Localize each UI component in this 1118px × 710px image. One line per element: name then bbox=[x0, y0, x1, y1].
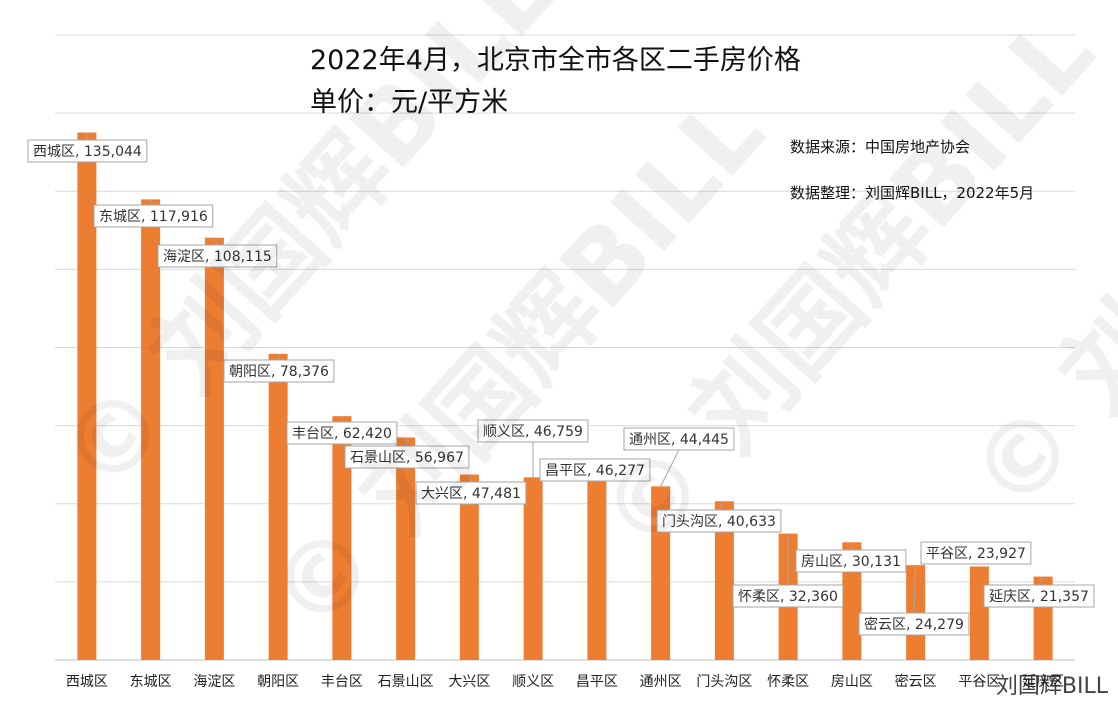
data-label: 东城区, 117,916 bbox=[99, 209, 208, 225]
data-label-box bbox=[286, 421, 398, 445]
data-label: 房山区, 30,131 bbox=[801, 554, 901, 570]
x-tick-label: 密云区 bbox=[895, 673, 937, 690]
data-label: 昌平区, 46,277 bbox=[545, 463, 645, 479]
x-tick-label: 海淀区 bbox=[193, 674, 235, 690]
data-label-box bbox=[732, 584, 844, 608]
data-label: 大兴区, 47,481 bbox=[421, 486, 521, 502]
bar bbox=[969, 566, 989, 660]
data-label: 顺义区, 46,759 bbox=[483, 424, 583, 440]
data-label-box bbox=[477, 419, 589, 443]
chart-subtitle: 单价：元/平方米 bbox=[310, 87, 509, 118]
data-label: 朝阳区, 78,376 bbox=[229, 364, 329, 380]
x-tick-label: 延庆区 bbox=[1022, 674, 1064, 690]
data-label-box bbox=[983, 584, 1095, 608]
data-label: 丰台区, 62,420 bbox=[292, 426, 392, 442]
bar bbox=[77, 132, 97, 660]
x-tick-label: 朝阳区 bbox=[257, 674, 299, 690]
label-leader-line bbox=[468, 474, 472, 483]
data-label: 西城区, 135,044 bbox=[33, 144, 142, 160]
data-label-box bbox=[539, 458, 651, 482]
bar bbox=[332, 416, 352, 660]
bar bbox=[587, 479, 607, 660]
data-label-box bbox=[623, 427, 735, 451]
data-label-box bbox=[920, 541, 1032, 565]
data-label-box bbox=[223, 359, 335, 383]
label-leader-line bbox=[660, 449, 680, 487]
data-label: 海淀区, 108,115 bbox=[163, 249, 272, 265]
data-label: 密云区, 24,279 bbox=[864, 616, 964, 633]
source-note: 数据来源：中国房地产协会 bbox=[790, 138, 971, 156]
bar bbox=[204, 237, 224, 660]
x-tick-label: 昌平区 bbox=[576, 674, 618, 690]
data-label-box bbox=[157, 244, 278, 268]
chart-title: 2022年4月，北京市全市各区二手房价格 bbox=[310, 45, 801, 76]
label-leader-line bbox=[850, 542, 853, 551]
label-leader-line bbox=[405, 437, 408, 447]
data-label-box bbox=[344, 445, 470, 469]
data-label-box bbox=[795, 549, 907, 573]
compiled-note: 数据整理：刘国辉BILL，2022年5月 bbox=[790, 184, 1035, 202]
bar bbox=[714, 501, 734, 660]
label-leader-line bbox=[718, 501, 725, 511]
bar bbox=[268, 353, 288, 660]
data-label-box bbox=[656, 509, 782, 533]
x-tick-label: 通州区 bbox=[640, 674, 682, 690]
x-tick-label: 房山区 bbox=[831, 674, 873, 690]
bar bbox=[396, 437, 416, 660]
label-leader-line bbox=[150, 199, 154, 206]
x-tick-label: 石景山区 bbox=[378, 674, 434, 690]
data-label: 石景山区, 56,967 bbox=[350, 450, 464, 466]
label-leader-line bbox=[913, 565, 917, 614]
x-tick-label: 怀柔区 bbox=[767, 674, 809, 690]
bar bbox=[141, 199, 161, 660]
label-leader-line bbox=[86, 132, 88, 141]
data-label-box bbox=[93, 204, 214, 228]
data-label-box bbox=[415, 481, 527, 505]
data-label: 延庆区, 21,357 bbox=[989, 589, 1089, 605]
x-tick-label: 丰台区 bbox=[321, 674, 363, 690]
data-label: 平谷区, 23,927 bbox=[926, 546, 1026, 562]
label-leader-line bbox=[1038, 576, 1044, 586]
x-tick-label: 大兴区 bbox=[448, 674, 490, 690]
x-tick-label: 顺义区 bbox=[512, 674, 554, 690]
data-label: 门头沟区, 40,633 bbox=[662, 514, 776, 530]
x-tick-label: 门头沟区 bbox=[696, 674, 752, 690]
label-leader-line bbox=[213, 237, 218, 246]
data-label-box bbox=[858, 612, 970, 636]
bar bbox=[459, 474, 479, 660]
x-tick-label: 西城区 bbox=[66, 674, 108, 690]
x-tick-label: 平谷区 bbox=[958, 674, 1000, 690]
weibo-watermark: 刘国辉BILL bbox=[995, 674, 1108, 699]
data-label-box bbox=[27, 139, 148, 163]
data-label: 怀柔区, 32,360 bbox=[738, 589, 838, 605]
bar bbox=[523, 477, 543, 660]
data-label: 通州区, 44,445 bbox=[629, 432, 729, 448]
label-leader-line bbox=[277, 353, 280, 361]
x-tick-label: 东城区 bbox=[130, 674, 172, 690]
